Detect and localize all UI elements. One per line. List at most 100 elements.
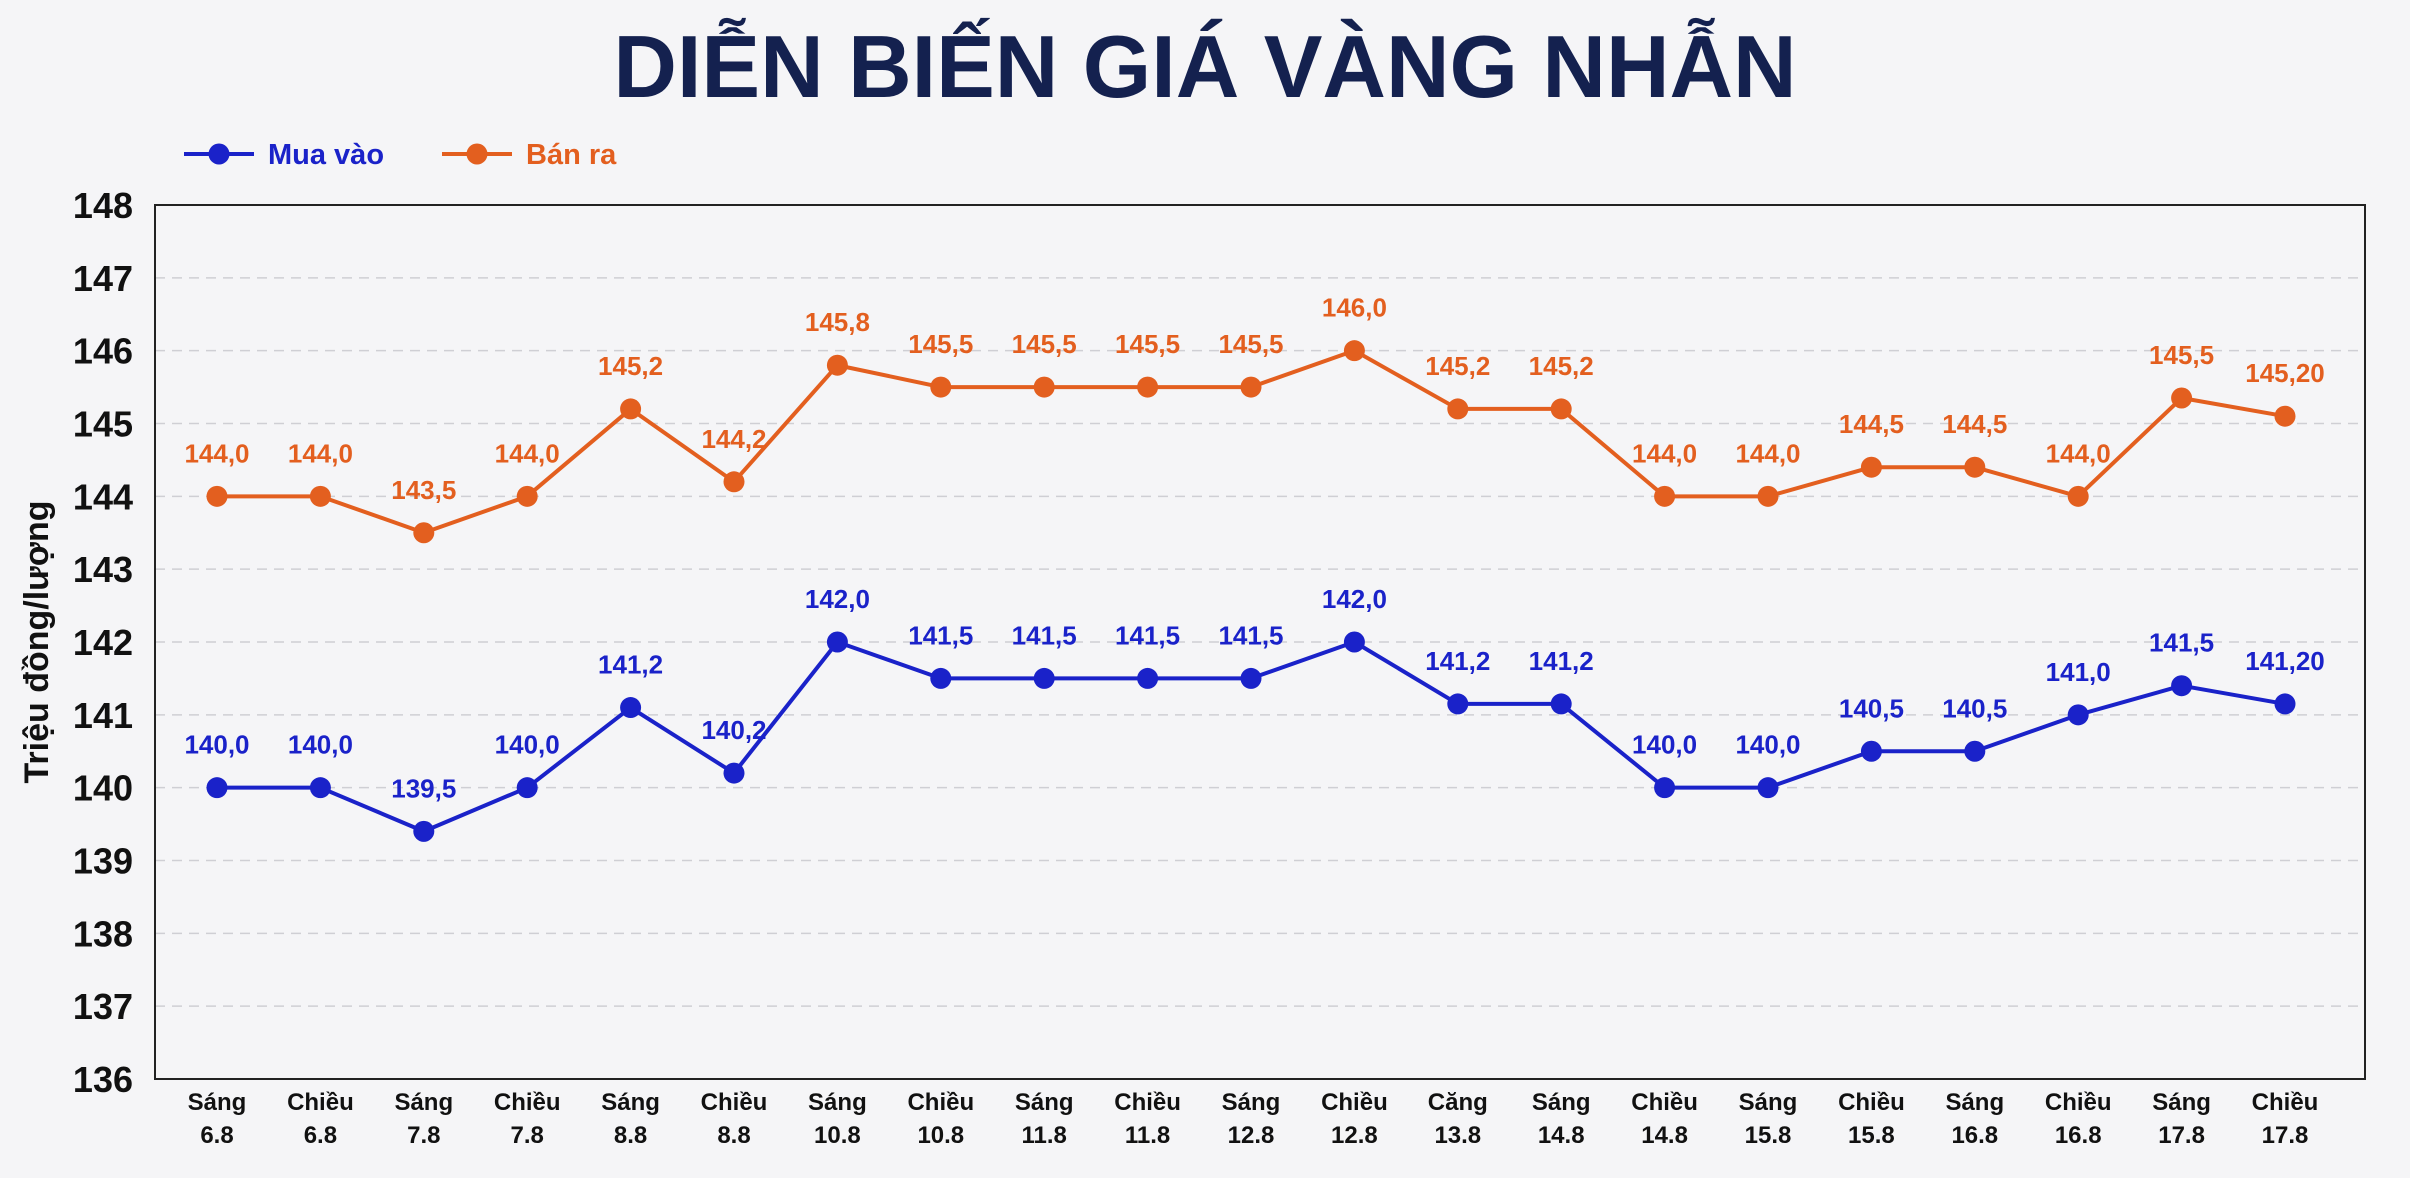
data-point	[1240, 667, 1262, 689]
data-point	[1137, 667, 1159, 689]
data-point	[206, 485, 228, 507]
data-point	[1757, 777, 1779, 799]
data-label: 144,5	[1942, 409, 2007, 439]
y-tick-label: 141	[73, 695, 133, 736]
data-point	[930, 376, 952, 398]
y-tick-label: 140	[73, 768, 133, 809]
x-tick-label: Sáng 10.8	[808, 1089, 867, 1149]
data-label: 145,2	[598, 351, 663, 381]
data-point	[723, 471, 745, 493]
data-point	[2274, 405, 2296, 427]
legend-marker	[208, 143, 230, 165]
data-point	[1550, 398, 1572, 420]
legend-label: Mua vào	[268, 139, 384, 171]
x-tick-label: Chiều 15.8	[1838, 1089, 1905, 1149]
legend-marker	[466, 143, 488, 165]
data-point	[620, 697, 642, 719]
x-tick-label: Sáng 8.8	[601, 1089, 660, 1149]
x-tick-label: Sáng 16.8	[1945, 1089, 2004, 1149]
data-point	[413, 522, 435, 544]
data-label: 145,2	[1425, 351, 1490, 381]
data-label: 140,5	[1839, 693, 1904, 723]
x-tick-label: Căng 13.8	[1428, 1089, 1488, 1149]
data-point	[1964, 456, 1986, 478]
data-label: 146,0	[1322, 293, 1387, 323]
data-label: 141,5	[1115, 620, 1180, 650]
x-tick-label: Sáng 15.8	[1739, 1089, 1798, 1149]
data-point	[309, 777, 331, 799]
data-label: 144,0	[288, 438, 353, 468]
x-tick-label: Chiều 12.8	[1321, 1089, 1388, 1149]
y-tick-label: 136	[73, 1059, 133, 1100]
data-label: 145,8	[805, 307, 870, 337]
data-label: 140,0	[288, 730, 353, 760]
y-tick-label: 139	[73, 841, 133, 882]
x-tick-label: Sáng 7.8	[394, 1089, 453, 1149]
data-label: 141,5	[2149, 628, 2214, 658]
data-label: 141,20	[2245, 646, 2325, 676]
data-point	[1033, 667, 1055, 689]
data-point	[826, 631, 848, 653]
x-tick-label: Chiều 17.8	[2252, 1089, 2319, 1149]
data-point	[1343, 631, 1365, 653]
data-point	[1343, 340, 1365, 362]
data-point	[1860, 740, 1882, 762]
x-tick-label: Sáng 6.8	[188, 1089, 247, 1149]
data-label: 141,2	[598, 650, 663, 680]
data-point	[516, 777, 538, 799]
data-label: 145,5	[2149, 340, 2214, 370]
data-point	[723, 762, 745, 784]
y-tick-label: 145	[73, 404, 133, 445]
x-tick-label: Sáng 14.8	[1532, 1089, 1591, 1149]
y-tick-label: 142	[73, 622, 133, 663]
data-point	[1654, 485, 1676, 507]
data-point	[2274, 693, 2296, 715]
data-point	[1447, 398, 1469, 420]
plot-frame	[154, 204, 2366, 1080]
data-label: 140,5	[1942, 693, 2007, 723]
data-label: 141,5	[1012, 620, 1077, 650]
x-tick-label: Chiều 10.8	[907, 1089, 974, 1149]
data-point	[1033, 376, 1055, 398]
data-label: 144,0	[184, 438, 249, 468]
data-point	[2171, 675, 2193, 697]
data-point	[2171, 387, 2193, 409]
data-label: 141,2	[1529, 646, 1594, 676]
data-label: 140,0	[1632, 730, 1697, 760]
data-label: 144,5	[1839, 409, 1904, 439]
y-tick-label: 143	[73, 549, 133, 590]
data-point	[1550, 693, 1572, 715]
data-point	[826, 354, 848, 376]
chart-title: DIỄN BIẾN GIÁ VÀNG NHẪN	[613, 17, 1796, 116]
data-label: 140,0	[184, 730, 249, 760]
data-label: 141,5	[1218, 620, 1283, 650]
data-point	[1964, 740, 1986, 762]
data-label: 141,0	[2046, 657, 2111, 687]
data-label: 144,0	[495, 438, 560, 468]
data-label: 144,0	[1632, 438, 1697, 468]
data-point	[2067, 485, 2089, 507]
data-label: 141,5	[908, 620, 973, 650]
data-point	[930, 667, 952, 689]
x-tick-label: Chiều 7.8	[494, 1089, 561, 1149]
data-label: 145,2	[1529, 351, 1594, 381]
y-tick-label: 144	[73, 476, 133, 517]
data-label: 139,5	[391, 773, 456, 803]
data-point	[2067, 704, 2089, 726]
data-label: 144,2	[701, 424, 766, 454]
data-label: 145,5	[1012, 329, 1077, 359]
data-label: 140,2	[701, 715, 766, 745]
data-label: 145,5	[1115, 329, 1180, 359]
x-tick-label: Chiều 11.8	[1114, 1089, 1181, 1149]
data-label: 143,5	[391, 475, 456, 505]
x-tick-label: Chiều 14.8	[1631, 1089, 1698, 1149]
y-tick-label: 137	[73, 986, 133, 1027]
data-label: 142,0	[805, 584, 870, 614]
data-label: 145,5	[1218, 329, 1283, 359]
data-point	[620, 398, 642, 420]
y-tick-label: 148	[73, 185, 133, 226]
data-point	[1654, 777, 1676, 799]
data-point	[1137, 376, 1159, 398]
